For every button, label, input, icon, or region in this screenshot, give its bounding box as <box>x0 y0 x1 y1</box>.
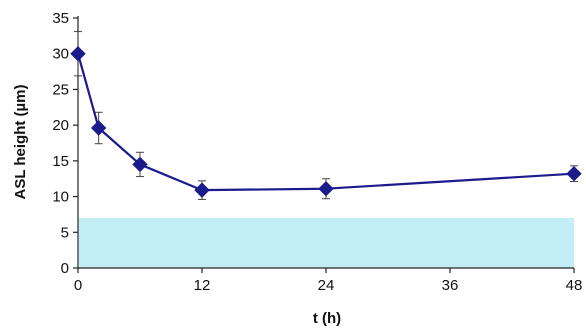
y-axis-title: ASL height (µm) <box>12 84 29 199</box>
data-point <box>566 166 582 182</box>
x-tick-label: 0 <box>74 277 82 294</box>
y-tick-label: 10 <box>52 189 69 206</box>
data-point <box>70 46 86 62</box>
y-tick-label: 20 <box>52 117 69 134</box>
data-point <box>132 156 148 173</box>
series-line <box>76 53 575 192</box>
shaded-band <box>79 218 574 268</box>
y-tick-label: 30 <box>52 46 69 63</box>
x-tick-label: 48 <box>566 277 583 294</box>
x-tick-label: 36 <box>442 277 459 294</box>
data-point <box>194 182 210 198</box>
x-tick-label: 24 <box>318 277 335 294</box>
y-tick-label: 5 <box>61 224 69 241</box>
data-point <box>318 181 334 197</box>
y-tick-label: 25 <box>52 81 69 98</box>
y-tick-label: 0 <box>61 260 69 277</box>
data-point <box>90 120 107 136</box>
y-tick-label: 35 <box>52 10 69 27</box>
x-axis-title: t (h) <box>313 310 341 327</box>
y-tick-label: 15 <box>52 153 69 170</box>
x-tick-label: 12 <box>194 277 211 294</box>
